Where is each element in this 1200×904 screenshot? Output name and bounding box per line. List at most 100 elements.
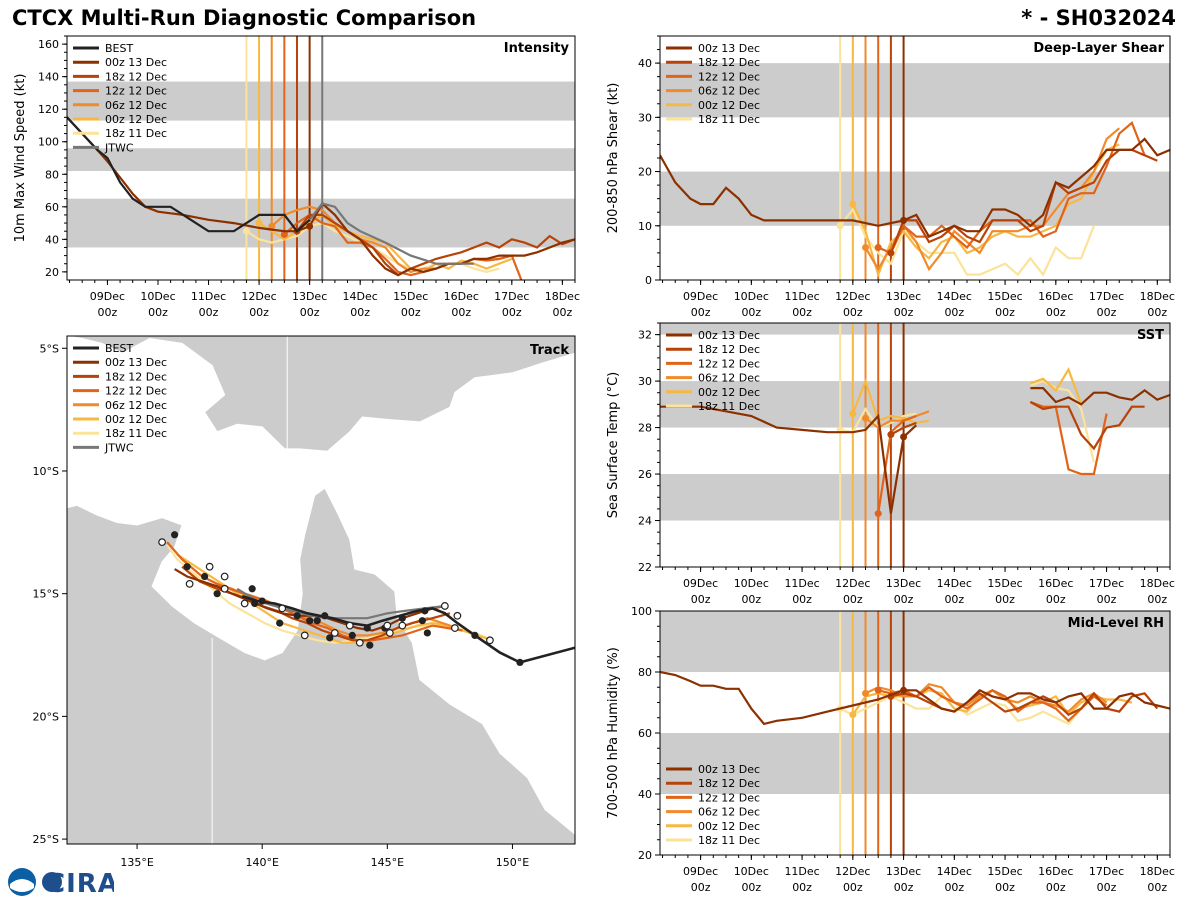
- x-tick-hour: 00z: [944, 306, 964, 319]
- x-tick-hour: 00z: [1046, 593, 1066, 606]
- y-axis-label: 10m Max Wind Speed (kt): [13, 74, 28, 243]
- init-marker: [836, 222, 844, 230]
- x-tick-hour: 00z: [350, 306, 370, 319]
- init-marker: [887, 249, 895, 257]
- x-tick-day: 10Dec: [734, 577, 769, 590]
- shaded-band: [660, 474, 1170, 521]
- init-marker: [280, 230, 288, 238]
- x-tick-day: 15Dec: [987, 577, 1022, 590]
- series-line: [877, 685, 1108, 723]
- x-tick-hour: 00z: [1097, 881, 1117, 894]
- y-tick-label: 0: [645, 274, 652, 287]
- x-tick-day: 18Dec: [545, 290, 580, 303]
- x-tick-hour: 00z: [249, 306, 269, 319]
- y-tick-label: 22: [638, 561, 652, 574]
- legend-label: 12z 12 Dec: [698, 70, 760, 83]
- x-tick-hour: 00z: [1097, 306, 1117, 319]
- x-tick-hour: 00z: [98, 306, 118, 319]
- legend-label: 12z 12 Dec: [698, 791, 760, 804]
- x-tick-hour: 00z: [843, 881, 863, 894]
- track-marker-filled: [276, 619, 284, 627]
- legend-label: BEST: [105, 342, 133, 355]
- legend-label: 18z 11 Dec: [698, 113, 760, 126]
- x-tick-day: 12Dec: [835, 865, 870, 878]
- y-axis-label: Sea Surface Temp (°C): [606, 372, 621, 519]
- y-tick-label: 20°S: [33, 710, 59, 723]
- y-axis-label: 200-850 hPa Shear (kt): [606, 83, 621, 234]
- series-line: [864, 410, 930, 429]
- chart-sst: 22 24 26 28 30 32 09Dec 00z 10Dec 00z 11Dec 00z 12De…: [606, 322, 1175, 606]
- init-marker: [242, 227, 250, 235]
- track-marker-open: [220, 584, 229, 593]
- x-tick-hour: 00z: [1046, 306, 1066, 319]
- track-marker-open: [220, 572, 229, 581]
- cira-logo-text: CIRA: [46, 869, 114, 898]
- shaded-band: [660, 63, 1170, 118]
- x-tick-day: 14Dec: [937, 577, 972, 590]
- x-tick-day: 10Dec: [734, 865, 769, 878]
- x-tick-day: 13Dec: [886, 865, 921, 878]
- track-marker-open: [158, 538, 166, 547]
- track-marker-open: [453, 611, 462, 620]
- y-tick-label: 40: [638, 788, 652, 801]
- x-tick-day: 18Dec: [1140, 865, 1175, 878]
- legend-label: 00z 13 Dec: [105, 356, 167, 369]
- track-marker-filled: [423, 629, 431, 637]
- x-tick-day: 09Dec: [683, 865, 718, 878]
- shaded-band: [660, 323, 1170, 335]
- panel-title: Track: [530, 343, 569, 358]
- x-tick-hour: 00z: [451, 306, 471, 319]
- series-line: [660, 137, 1170, 238]
- x-tick-day: 11Dec: [784, 290, 819, 303]
- init-marker: [900, 433, 908, 441]
- track-marker-filled: [313, 617, 321, 625]
- series-line: [839, 207, 1095, 277]
- track-marker-filled: [471, 631, 479, 640]
- series-line: [1030, 387, 1170, 406]
- legend-label: 18z 12 Dec: [698, 343, 760, 356]
- x-tick-day: 16Dec: [444, 290, 479, 303]
- track-marker-filled: [183, 563, 191, 571]
- y-tick-label: 5°S: [40, 342, 59, 355]
- series-line: [660, 405, 918, 514]
- series-line: [890, 421, 917, 436]
- chart-shear: 0 10 20 30 40 09Dec 00z 10Dec 00z 11Dec 00z 12Dec 00…: [606, 35, 1175, 319]
- panel-title: SST: [1137, 328, 1164, 343]
- y-tick-label: 40: [45, 233, 59, 246]
- series-line: [1030, 366, 1083, 405]
- y-tick-label: 80: [638, 666, 652, 679]
- y-tick-label: 30: [638, 375, 652, 388]
- x-tick-day: 17Dec: [1089, 577, 1124, 590]
- y-tick-label: 10°S: [33, 465, 59, 478]
- series-line: [1030, 400, 1108, 476]
- x-tick-day: 13Dec: [886, 577, 921, 590]
- series-line: [890, 691, 1159, 717]
- track-marker-open: [300, 631, 309, 640]
- x-tick-day: 17Dec: [1089, 290, 1124, 303]
- track-marker-open: [240, 599, 249, 608]
- legend-label: 18z 11 Dec: [105, 427, 167, 440]
- x-tick-hour: 00z: [148, 306, 168, 319]
- track-marker-open: [345, 621, 354, 630]
- legend-label: 18z 12 Dec: [698, 56, 760, 69]
- shaded-band: [660, 171, 1170, 226]
- australia-land: [67, 487, 575, 844]
- track-marker-open: [383, 621, 392, 630]
- land-masses: [67, 336, 575, 844]
- x-tick-day: 11Dec: [191, 290, 226, 303]
- track-marker-open: [450, 624, 459, 632]
- x-tick-day: 09Dec: [683, 290, 718, 303]
- track-marker-open: [278, 604, 287, 613]
- track-marker-filled: [248, 585, 256, 593]
- y-tick-label: 80: [45, 168, 59, 181]
- x-tick-hour: 00z: [995, 593, 1015, 606]
- y-tick-label: 160: [38, 38, 59, 51]
- series-line: [283, 213, 523, 280]
- y-tick-label: 140: [38, 71, 59, 84]
- y-tick-label: 40: [638, 57, 652, 70]
- x-tick-day: 16Dec: [1038, 290, 1073, 303]
- x-tick-day: 09Dec: [90, 290, 125, 303]
- track-marker-filled: [326, 634, 334, 642]
- x-tick-day: 16Dec: [1038, 577, 1073, 590]
- figure-title: CTCX Multi-Run Diagnostic Comparison: [12, 6, 477, 30]
